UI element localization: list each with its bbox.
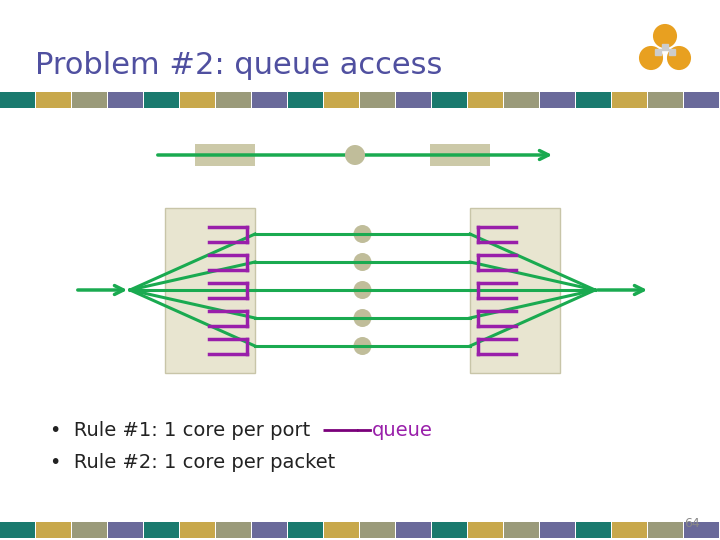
Bar xyxy=(360,92,395,108)
Bar xyxy=(648,522,683,538)
Ellipse shape xyxy=(354,225,372,243)
Bar xyxy=(504,92,539,108)
Bar xyxy=(396,92,431,108)
Ellipse shape xyxy=(354,281,372,299)
Bar xyxy=(165,207,255,373)
Bar xyxy=(180,92,215,108)
Text: Problem #2: queue access: Problem #2: queue access xyxy=(35,51,442,79)
Bar xyxy=(72,92,107,108)
Ellipse shape xyxy=(354,309,372,327)
Bar xyxy=(216,522,251,538)
Bar xyxy=(540,92,575,108)
Bar xyxy=(36,522,71,538)
Bar xyxy=(655,49,661,55)
Bar xyxy=(662,44,668,50)
Text: queue: queue xyxy=(372,421,433,440)
Bar xyxy=(144,92,179,108)
Bar xyxy=(108,92,143,108)
Bar xyxy=(669,49,675,55)
Circle shape xyxy=(654,25,676,47)
Bar xyxy=(288,92,323,108)
Circle shape xyxy=(668,47,690,69)
Bar xyxy=(576,92,611,108)
Ellipse shape xyxy=(354,337,372,355)
Bar xyxy=(468,92,503,108)
Ellipse shape xyxy=(345,145,365,165)
Bar xyxy=(684,92,719,108)
Text: •  Rule #2: 1 core per packet: • Rule #2: 1 core per packet xyxy=(50,453,336,471)
Bar xyxy=(195,144,255,166)
Bar xyxy=(360,522,395,538)
Bar xyxy=(36,92,71,108)
Bar xyxy=(432,92,467,108)
Bar xyxy=(684,522,719,538)
Bar xyxy=(396,522,431,538)
Bar xyxy=(648,92,683,108)
Bar xyxy=(432,522,467,538)
Bar xyxy=(72,522,107,538)
Bar xyxy=(288,522,323,538)
Bar xyxy=(144,522,179,538)
Bar xyxy=(108,522,143,538)
Bar xyxy=(470,207,560,373)
Ellipse shape xyxy=(354,253,372,271)
Bar xyxy=(0,92,35,108)
Bar xyxy=(612,92,647,108)
Circle shape xyxy=(640,47,662,69)
Bar xyxy=(252,92,287,108)
Bar xyxy=(252,522,287,538)
Bar xyxy=(324,522,359,538)
Bar xyxy=(180,522,215,538)
Bar xyxy=(430,144,490,166)
Bar xyxy=(468,522,503,538)
Bar xyxy=(540,522,575,538)
Bar xyxy=(216,92,251,108)
Bar xyxy=(576,522,611,538)
Bar xyxy=(504,522,539,538)
Text: •  Rule #1: 1 core per port: • Rule #1: 1 core per port xyxy=(50,421,310,440)
Bar xyxy=(0,522,35,538)
Bar xyxy=(324,92,359,108)
Bar xyxy=(612,522,647,538)
Text: 64: 64 xyxy=(684,517,700,530)
